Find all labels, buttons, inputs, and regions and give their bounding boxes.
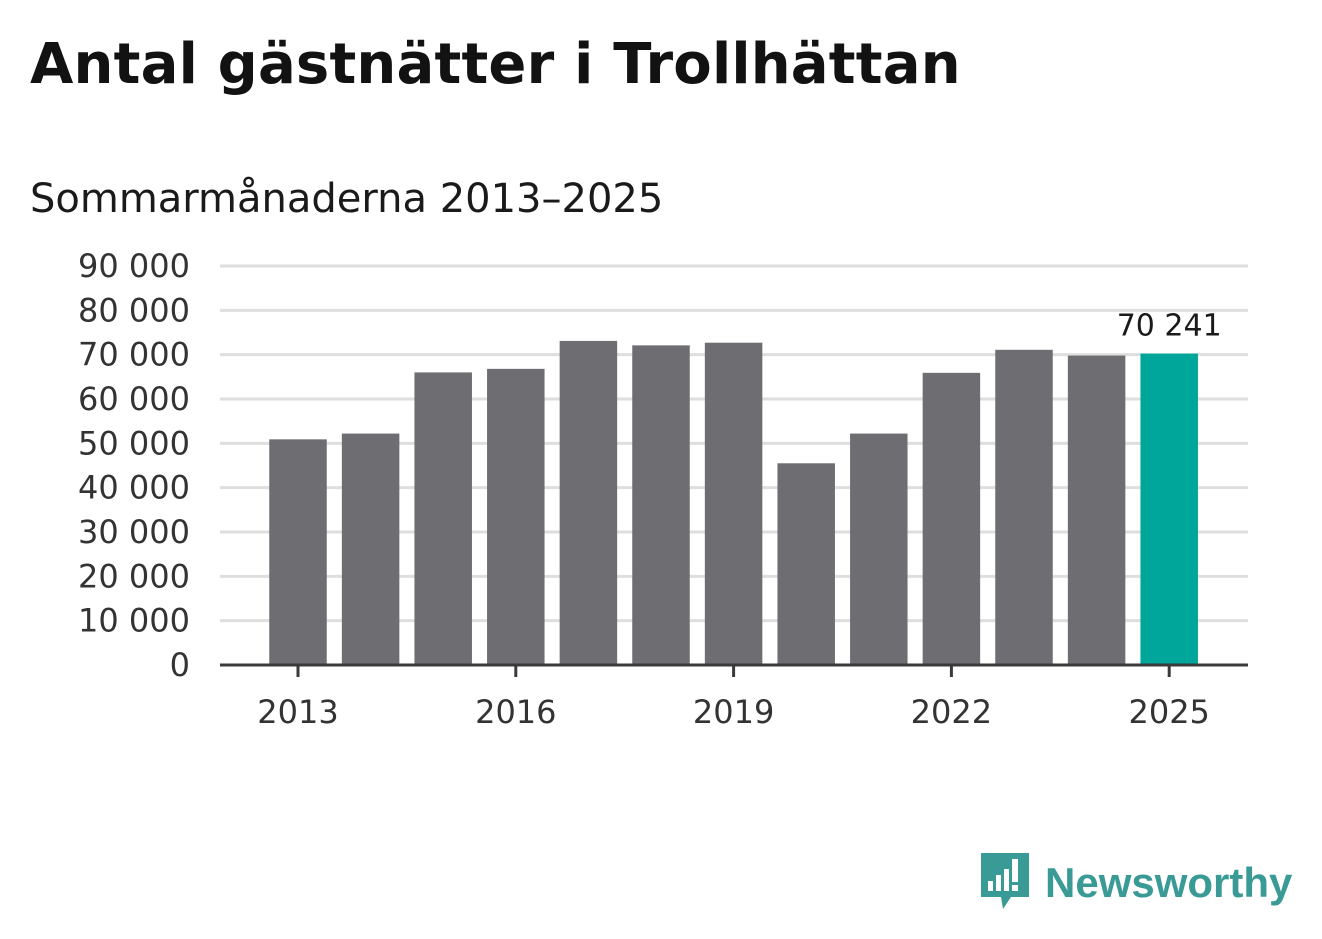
x-tick-label: 2019 (693, 693, 774, 731)
bar-2024 (1067, 355, 1126, 665)
bar-2023 (995, 349, 1053, 665)
y-tick-label: 10 000 (78, 602, 190, 640)
bar-2018 (632, 345, 690, 665)
x-tick-label: 2025 (1128, 693, 1209, 731)
bar-2017 (559, 340, 618, 665)
bar-2019 (704, 342, 763, 665)
x-tick-label: 2022 (911, 693, 992, 731)
y-tick-label: 50 000 (78, 424, 190, 462)
y-tick-label: 30 000 (78, 513, 190, 551)
newsworthy-logo-icon (981, 851, 1031, 915)
y-tick-label: 70 000 (78, 336, 190, 374)
y-tick-label: 0 (170, 646, 190, 684)
newsworthy-logo: Newsworthy (981, 851, 1292, 915)
y-tick-label: 90 000 (78, 247, 190, 285)
bar-2022 (922, 372, 981, 665)
newsworthy-logo-text: Newsworthy (1045, 859, 1293, 906)
y-tick-label: 40 000 (78, 469, 190, 507)
chart-subtitle: Sommarmånaderna 2013–2025 (30, 176, 664, 222)
bar-2021 (850, 433, 908, 665)
bar-2020 (777, 463, 835, 665)
y-tick-label: 60 000 (78, 380, 190, 418)
bar-2025 (1140, 353, 1198, 665)
bar-2013 (269, 439, 327, 665)
x-tick-label: 2013 (257, 693, 338, 731)
chart-title: Antal gästnätter i Trollhättan (30, 32, 961, 97)
y-tick-label: 20 000 (78, 557, 190, 595)
bar-2014 (341, 433, 400, 665)
data-label: 70 241 (1117, 309, 1222, 344)
x-tick-label: 2016 (475, 693, 556, 731)
bar-2015 (414, 372, 472, 665)
y-tick-label: 80 000 (78, 291, 190, 329)
bar-2016 (487, 368, 545, 665)
